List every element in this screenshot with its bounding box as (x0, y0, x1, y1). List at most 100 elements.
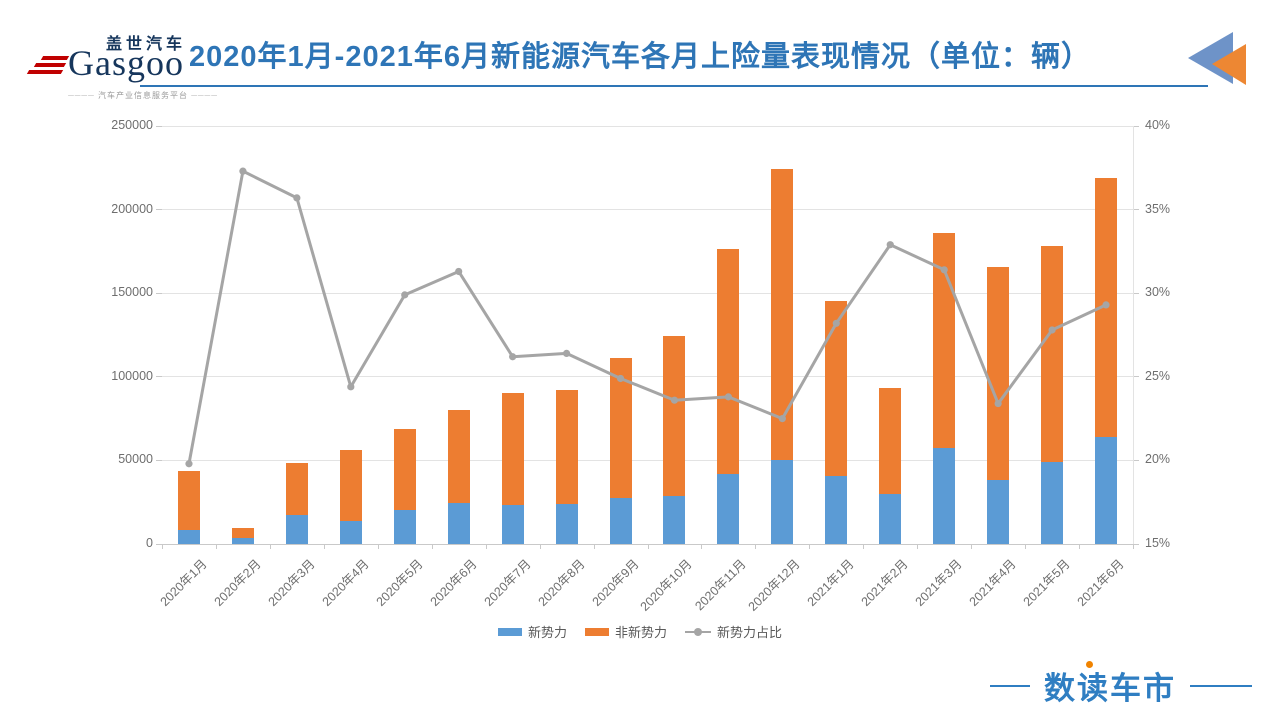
bar-segment-新势力 (825, 476, 848, 544)
share-line-marker (994, 399, 1002, 408)
bar-segment-非新势力 (771, 169, 794, 460)
y-axis-left-label: 200000 (111, 201, 153, 216)
share-line-marker (347, 383, 355, 391)
brand-left-line (990, 684, 1030, 687)
x-tick (431, 545, 433, 549)
logo-tagline: ──── 汽车产业信息服务平台 ──── (68, 91, 218, 100)
x-tick (701, 545, 703, 549)
bar-segment-新势力 (609, 498, 632, 544)
brand-right-line (1190, 684, 1252, 687)
legend-item-share-line: 新势力占比 (685, 622, 782, 641)
share-line-marker (562, 349, 571, 357)
bar-segment-新势力 (555, 504, 578, 544)
title-underline (140, 85, 1208, 87)
left-tick (156, 376, 162, 378)
y-axis-right-label: 20% (1145, 452, 1171, 467)
brand-text: 数读车市 (1044, 661, 1176, 708)
bar-segment-新势力 (771, 459, 794, 544)
x-tick (917, 545, 919, 549)
bar-segment-新势力 (231, 537, 254, 544)
share-line-marker (185, 460, 193, 468)
legend-swatch-orange (584, 627, 609, 636)
shuduocheshi-brand: 数读车市 (990, 661, 1252, 708)
x-tick (377, 545, 379, 549)
share-line-marker (670, 396, 679, 404)
legend-label: 非新势力 (614, 625, 667, 640)
x-tick (485, 545, 487, 549)
x-tick (1079, 545, 1081, 549)
bar-segment-新势力 (933, 447, 956, 544)
logo-text-cn: 盖世汽车 (106, 36, 187, 53)
right-tick (1133, 125, 1139, 127)
bar-segment-非新势力 (555, 389, 578, 505)
share-line-marker (1102, 301, 1110, 309)
left-tick (156, 459, 162, 461)
share-line-marker (832, 319, 840, 327)
bar-segment-非新势力 (285, 463, 308, 516)
bar-segment-非新势力 (177, 470, 200, 530)
gridline (162, 459, 1133, 461)
x-tick (809, 545, 811, 549)
gasgoo-logo: 盖世汽车 Gasgoo ──── 汽车产业信息服务平台 ──── (26, 30, 228, 101)
left-tick (156, 209, 162, 211)
chart-legend: 新势力 非新势力 新势力占比 (0, 622, 1280, 641)
x-tick (863, 545, 865, 549)
y-axis-left-label: 100000 (111, 368, 153, 383)
share-line-marker (616, 374, 625, 383)
x-tick (269, 545, 271, 549)
legend-item-new-forces: 新势力 (497, 622, 567, 641)
plot-right-border (1133, 126, 1134, 544)
share-line-marker (1048, 326, 1056, 334)
gridline (162, 209, 1133, 211)
x-tick (755, 545, 757, 549)
y-axis-left-label: 250000 (111, 118, 153, 132)
bar-segment-新势力 (501, 505, 524, 544)
bar-segment-非新势力 (231, 527, 254, 538)
right-tick (1133, 292, 1139, 294)
legend-item-non-new-forces: 非新势力 (584, 622, 667, 641)
share-line-marker (886, 241, 894, 249)
bar-segment-新势力 (177, 529, 200, 544)
y-axis-left-label: 50000 (118, 452, 153, 467)
left-tick (156, 292, 162, 294)
y-axis-right-label: 40% (1145, 118, 1171, 132)
share-line-marker (455, 267, 463, 276)
bar-segment-非新势力 (393, 429, 416, 510)
share-line (187, 169, 1107, 465)
bar-segment-新势力 (393, 509, 416, 544)
y-axis-left-label: 150000 (111, 285, 153, 300)
x-tick (323, 545, 325, 549)
legend-line-marker-icon (685, 627, 711, 636)
right-tick (1133, 209, 1139, 211)
bar-segment-新势力 (987, 479, 1010, 544)
y-axis-left-label: 0 (146, 536, 153, 550)
right-tick (1133, 543, 1139, 545)
gridline (162, 125, 1133, 127)
x-tick (593, 545, 595, 549)
x-tick (647, 545, 649, 549)
bar-segment-非新势力 (1041, 246, 1064, 462)
legend-label: 新势力占比 (717, 625, 783, 640)
right-tick (1133, 459, 1139, 461)
bar-segment-非新势力 (447, 409, 470, 503)
y-axis-right-label: 35% (1145, 201, 1171, 216)
bar-segment-新势力 (285, 515, 308, 544)
bar-segment-非新势力 (987, 266, 1010, 480)
gridline (162, 376, 1133, 378)
y-axis-right-label: 25% (1145, 368, 1171, 383)
bar-segment-非新势力 (717, 249, 740, 475)
page-title: 2020年1月-2021年6月新能源汽车各月上险量表现情况（单位：辆） (189, 41, 1091, 73)
x-axis-line (162, 544, 1133, 545)
bar-segment-新势力 (717, 474, 740, 544)
share-line-marker (509, 353, 517, 361)
x-tick (162, 545, 163, 549)
x-tick (539, 545, 541, 549)
logo-text-en: Gasgoo (68, 43, 184, 83)
bar-segment-非新势力 (609, 357, 632, 499)
bar-segment-新势力 (339, 521, 362, 544)
bar-segment-新势力 (447, 502, 470, 544)
share-line-marker (293, 194, 301, 202)
